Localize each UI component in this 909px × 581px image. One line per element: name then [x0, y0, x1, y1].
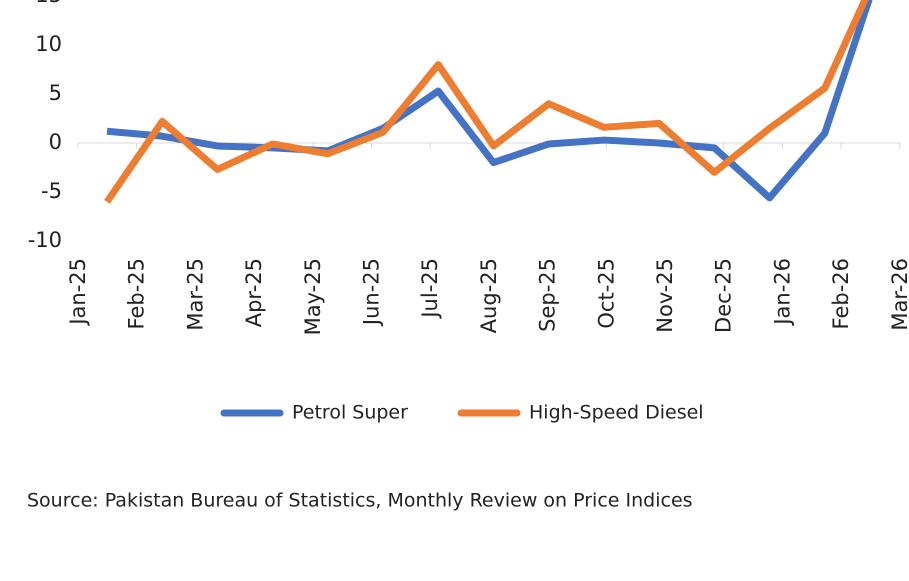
y-tick-label: 15: [35, 0, 62, 7]
x-tick-label: Aug-25: [477, 258, 501, 333]
x-tick-label: May-25: [301, 258, 325, 335]
legend-label: High-Speed Diesel: [529, 402, 704, 424]
y-tick-label: -5: [41, 179, 62, 203]
x-tick-label: Mar-26: [888, 258, 909, 331]
line-series: [104, 0, 869, 204]
x-tick-label: Mar-25: [183, 258, 207, 331]
y-tick-label: 0: [49, 130, 62, 154]
x-tick-label: Dec-25: [712, 258, 736, 333]
x-tick-label: Jan-25: [66, 258, 90, 327]
x-tick-label: Jan-26: [770, 258, 794, 327]
legend-label: Petrol Super: [292, 402, 408, 424]
source-note: Source: Pakistan Bureau of Statistics, M…: [27, 490, 693, 512]
x-tick-label: Jun-25: [360, 258, 384, 327]
x-tick-label: Apr-25: [242, 258, 266, 327]
x-tick-label: Sep-25: [536, 258, 560, 332]
line-series: [106, 0, 873, 202]
x-tick-label: Oct-25: [594, 258, 618, 329]
x-tick-label: Nov-25: [653, 258, 677, 333]
y-tick-label: -10: [28, 228, 62, 252]
x-tick-label: Feb-26: [829, 258, 853, 329]
x-tick-label: Feb-25: [125, 258, 149, 329]
y-tick-label: 10: [35, 32, 62, 56]
x-tick-label: Jul-25: [418, 258, 442, 320]
y-tick-label: 5: [49, 81, 62, 105]
